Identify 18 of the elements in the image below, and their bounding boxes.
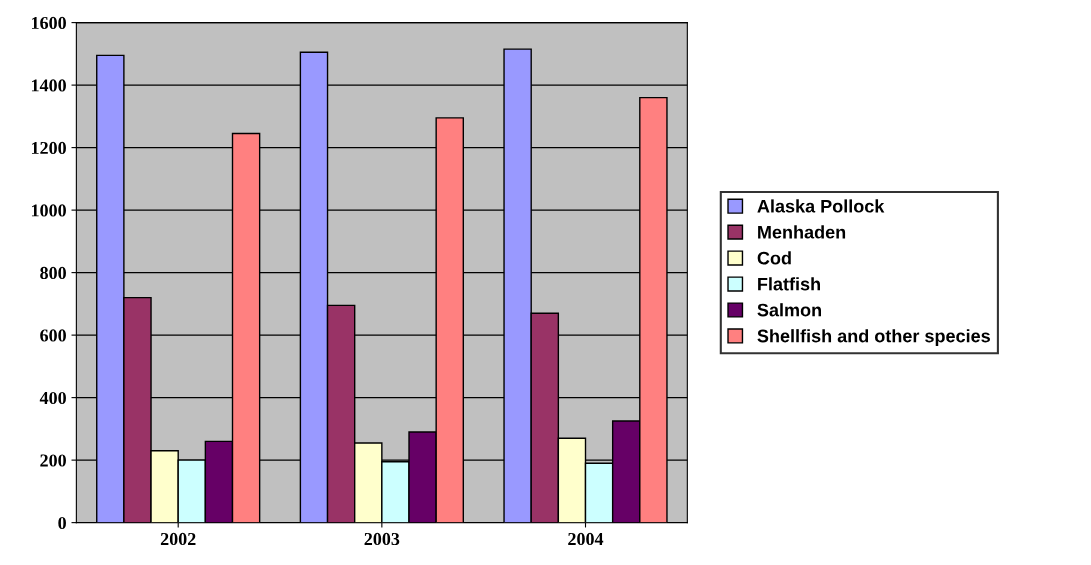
- y-tick-label: 800: [40, 266, 66, 280]
- x-tick-label: 2003: [364, 532, 400, 546]
- y-tick-label: 600: [40, 329, 66, 342]
- legend-label: Alaska Pollock: [757, 199, 885, 213]
- y-tick-label: 1600: [31, 16, 66, 30]
- y-tick-label: 0: [58, 516, 66, 530]
- y-tick-label: 1200: [31, 141, 66, 155]
- legend-label: Cod: [757, 251, 791, 265]
- legend-label: Salmon: [757, 303, 821, 317]
- y-tick-label: 1400: [31, 79, 66, 92]
- x-tick-label: 2004: [568, 532, 604, 546]
- x-tick-label: 2002: [160, 532, 196, 546]
- legend-label: Flatfish: [758, 277, 820, 291]
- y-tick-label: 200: [40, 454, 66, 467]
- legend-label: Menhaden: [758, 225, 846, 239]
- y-tick-label: 400: [39, 391, 66, 405]
- y-tick-label: 1000: [31, 204, 66, 217]
- legend-label: Shellfish and other species: [757, 329, 990, 346]
